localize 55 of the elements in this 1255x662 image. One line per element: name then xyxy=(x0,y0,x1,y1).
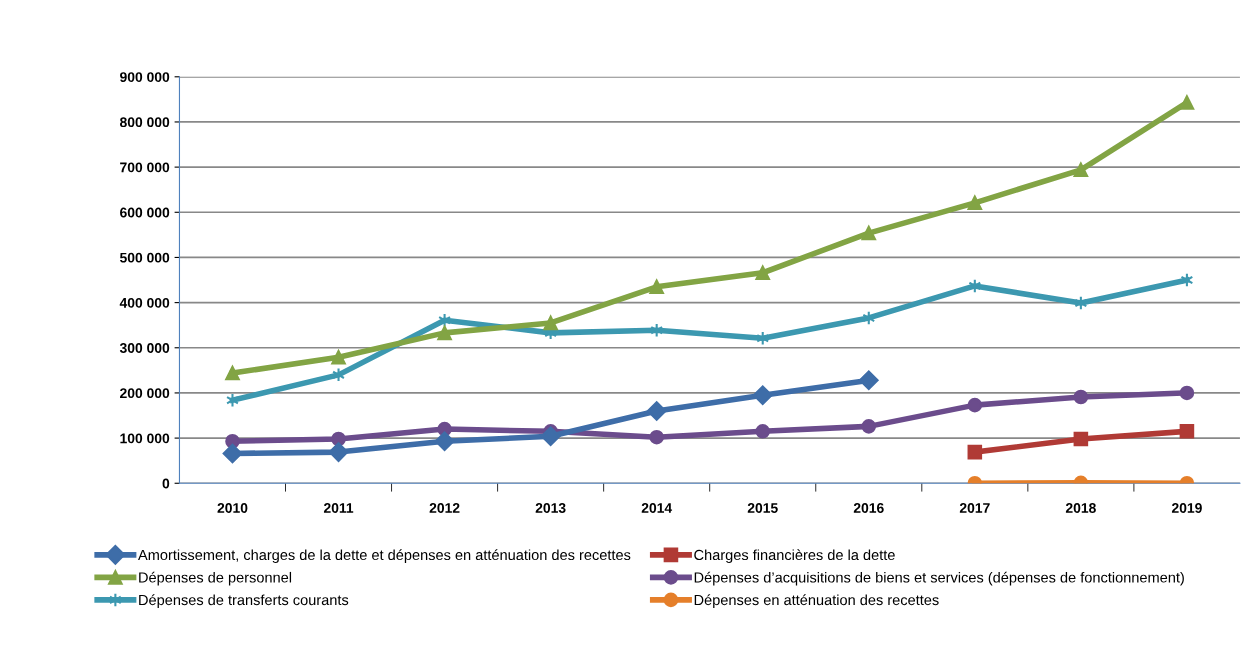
y-tick-label: 400 000 xyxy=(119,297,170,308)
y-tick-label: 500 000 xyxy=(119,252,170,263)
x-tick-label: 2011 xyxy=(323,503,354,513)
y-tick-label: 600 000 xyxy=(120,207,170,218)
x-tick-label: 2012 xyxy=(429,503,460,513)
point xyxy=(437,325,452,341)
legend-label: Dépenses de personnel xyxy=(139,571,292,586)
point xyxy=(434,431,455,452)
point xyxy=(226,392,239,408)
point xyxy=(967,397,983,413)
legend-label: Dépenses en atténuation des recettes xyxy=(694,594,939,609)
x-tick-label: 2013 xyxy=(535,503,566,513)
point xyxy=(1179,385,1195,401)
x-tick-label: 2014 xyxy=(641,503,673,513)
point xyxy=(649,279,664,295)
legend-label: Dépenses de transferts courants xyxy=(139,594,349,609)
x-tick-label: 2015 xyxy=(747,503,778,513)
y-tick-label: 300 000 xyxy=(119,343,170,353)
y-tick-label: 700 000 xyxy=(120,162,170,173)
y-tick-label: 100 000 xyxy=(120,433,170,444)
point xyxy=(755,265,771,281)
x-tick-label: 2017 xyxy=(959,503,990,513)
point xyxy=(861,225,877,241)
point xyxy=(646,401,667,421)
point xyxy=(332,367,345,383)
x-tick-label: 2019 xyxy=(1171,503,1202,513)
point xyxy=(967,195,983,211)
y-tick-label: 800 000 xyxy=(119,117,170,128)
point xyxy=(967,444,983,460)
point xyxy=(331,431,346,447)
point xyxy=(1179,95,1195,110)
point xyxy=(1179,424,1195,439)
point xyxy=(858,370,879,391)
point xyxy=(1073,162,1089,178)
point xyxy=(225,365,240,381)
point xyxy=(540,426,561,447)
point xyxy=(1073,389,1089,405)
point xyxy=(222,443,243,464)
legend-label: Amortissement, charges de la dette et dépenses en atténuation des recettes xyxy=(138,549,631,563)
x-tick-label: 2010 xyxy=(217,503,248,513)
y-tick-label: 200 000 xyxy=(120,388,170,399)
point xyxy=(649,429,664,445)
y-tick-label: 900 000 xyxy=(120,72,170,82)
point xyxy=(861,419,877,434)
legend-label: Dépenses d’acquisitions de biens et services (dépenses de fonctionnement) xyxy=(694,571,1184,586)
x-tick-label: 2016 xyxy=(853,503,884,513)
y-tick-label: 0 xyxy=(162,478,170,489)
point xyxy=(543,315,558,331)
point xyxy=(752,385,773,406)
point xyxy=(755,424,771,439)
point xyxy=(331,349,346,365)
point xyxy=(328,442,349,462)
point xyxy=(1073,431,1089,447)
legend-label: Charges financières de la dette xyxy=(694,549,895,563)
x-tick-label: 2018 xyxy=(1065,503,1096,513)
